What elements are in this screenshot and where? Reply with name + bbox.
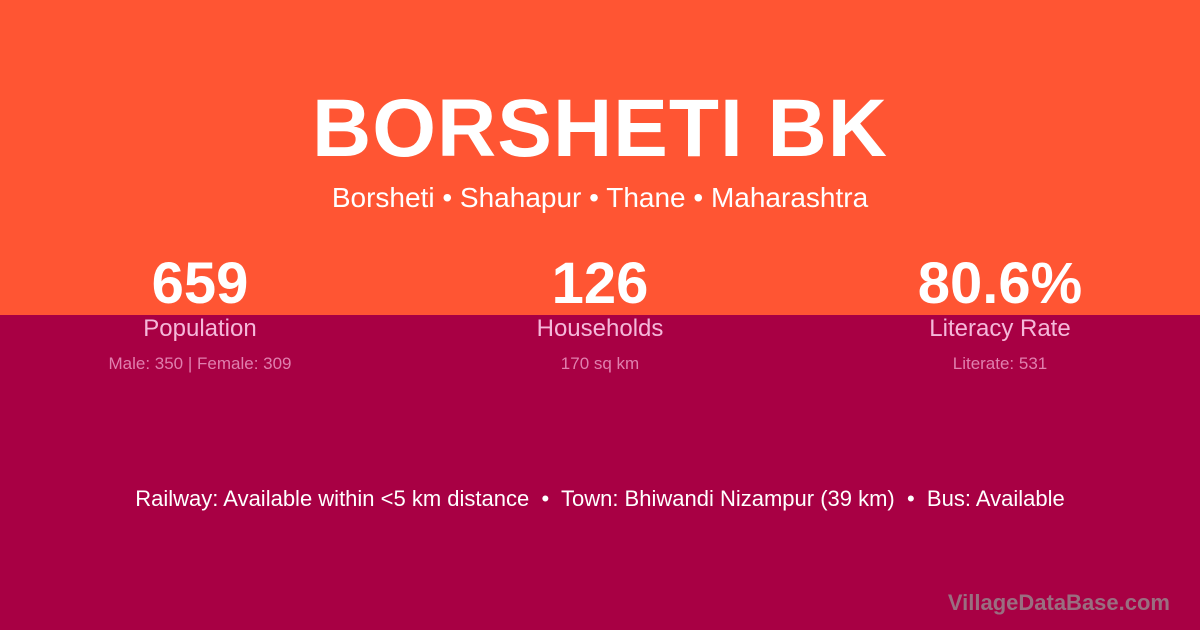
village-title: BORSHETI BK	[312, 83, 888, 174]
stat-value: 126	[551, 251, 649, 316]
watermark: VillageDataBase.com	[947, 590, 1170, 615]
stat-detail: 170 sq km	[560, 354, 640, 373]
header-band	[0, 0, 1200, 315]
stat-detail: Male: 350 | Female: 309	[108, 354, 292, 373]
stat-value: 659	[151, 251, 249, 316]
stat-label: Population	[143, 315, 257, 342]
stat-detail: Literate: 531	[952, 354, 1048, 373]
connectivity-info: Railway: Available within <5 km distance…	[135, 486, 1065, 511]
stat-label: Literacy Rate	[929, 315, 1071, 342]
stat-value: 80.6%	[917, 251, 1083, 316]
stat-label: Households	[536, 315, 664, 342]
location-breadcrumb: Borsheti • Shahapur • Thane • Maharashtr…	[331, 182, 869, 213]
